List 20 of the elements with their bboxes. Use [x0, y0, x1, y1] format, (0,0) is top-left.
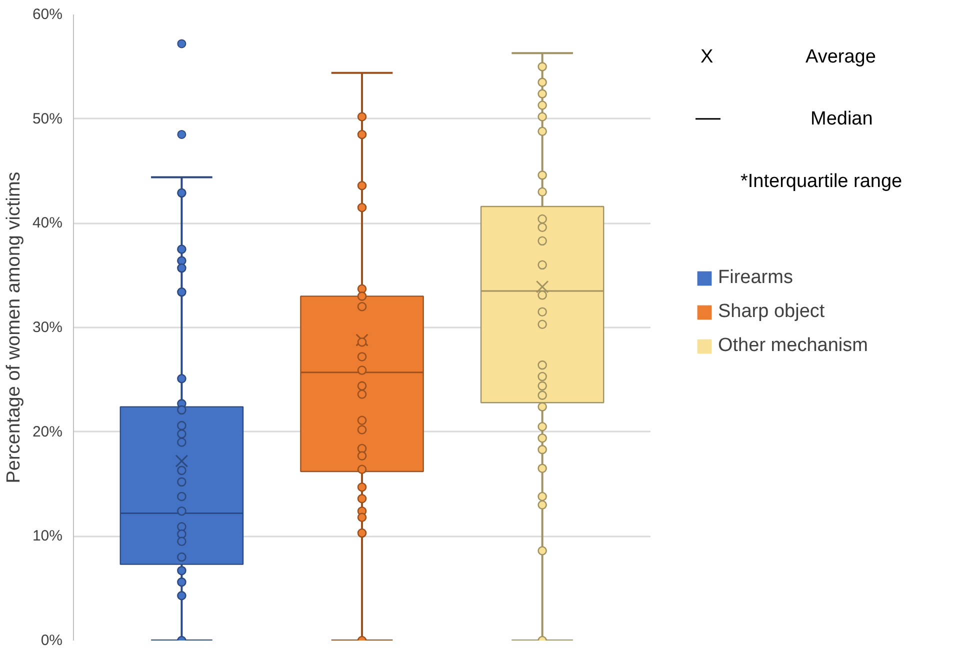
legend-label: Sharp object	[718, 301, 825, 323]
y-tick-label: 40%	[32, 214, 63, 232]
point	[538, 444, 547, 454]
point	[538, 464, 547, 473]
y-tick-label: 30%	[32, 319, 63, 336]
y-tick-label: 10%	[32, 528, 63, 545]
y-axis-title: Percentage of women among victims	[3, 172, 24, 484]
text: Median	[810, 108, 873, 130]
y-tick-label: 60%	[32, 6, 63, 23]
legend-label: Firearms	[718, 267, 793, 289]
legend-label: Other mechanism	[718, 335, 868, 357]
point	[538, 500, 547, 510]
text: Average	[806, 46, 876, 68]
text: X	[700, 46, 714, 68]
point	[538, 492, 547, 502]
y-tick-label: 0%	[40, 632, 63, 649]
y-tick-label: 50%	[32, 110, 63, 128]
point	[538, 546, 547, 556]
y-tick-label: 20%	[32, 423, 63, 440]
text: *Interquartile range	[740, 170, 902, 192]
